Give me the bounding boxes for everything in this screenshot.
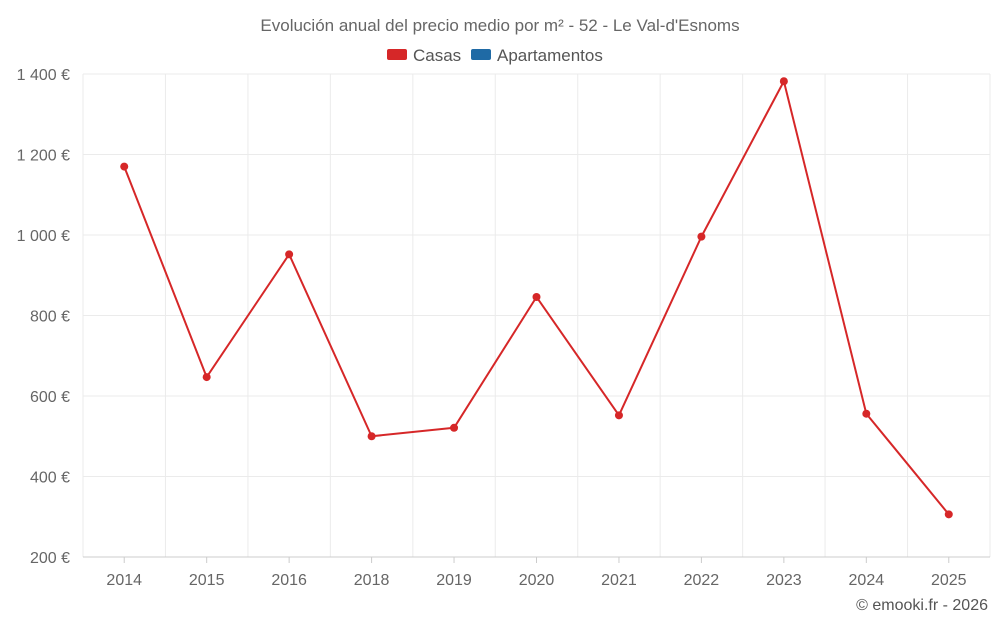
y-axis-ticks: 200 € 400 € 600 € 800 € 1 000 € 1 200 € 1 400 … (17, 67, 70, 567)
legend-swatch-apartamentos[interactable] (471, 49, 491, 60)
y-tick-label: 1 400 € (17, 67, 70, 84)
legend-label-casas[interactable]: Casas (413, 46, 461, 65)
data-point-casas-2024[interactable] (862, 409, 871, 418)
data-point-casas-2014[interactable] (120, 162, 129, 171)
x-tick-label: 2018 (354, 572, 390, 589)
y-gridlines (83, 73, 990, 477)
data-point-casas-2015[interactable] (202, 373, 211, 382)
x-tick-label: 2016 (271, 572, 307, 589)
data-point-casas-2019[interactable] (450, 423, 459, 432)
data-point-casas-2023[interactable] (779, 77, 788, 86)
series-points (120, 77, 953, 519)
x-axis-ticks: 2014 2015 2016 2018 2019 2020 2021 2022 2023 2024… (106, 557, 967, 589)
data-point-casas-2018[interactable] (367, 432, 376, 441)
chart-title: Evolución anual del precio medio por m² … (260, 16, 739, 35)
legend-swatch-casas[interactable] (387, 49, 407, 60)
x-tick-label: 2025 (931, 572, 967, 589)
x-tick-label: 2021 (601, 572, 637, 589)
y-tick-label: 600 € (30, 389, 70, 406)
x-tick-label: 2015 (189, 572, 225, 589)
x-tick-label: 2023 (766, 572, 802, 589)
y-tick-label: 200 € (30, 550, 70, 567)
data-point-casas-2021[interactable] (614, 411, 623, 420)
data-point-casas-2016[interactable] (285, 250, 294, 259)
x-tick-label: 2024 (849, 572, 885, 589)
legend: Casas Apartamentos (387, 46, 603, 65)
data-point-casas-2022[interactable] (697, 232, 706, 241)
x-tick-label: 2022 (684, 572, 720, 589)
y-tick-label: 400 € (30, 470, 70, 487)
y-tick-label: 1 200 € (17, 148, 70, 165)
y-tick-label: 800 € (30, 309, 70, 326)
x-tick-label: 2020 (519, 572, 555, 589)
y-tick-label: 1 000 € (17, 228, 70, 245)
x-tick-label: 2014 (106, 572, 142, 589)
credit-text: © emooki.fr - 2026 (856, 597, 988, 614)
data-point-casas-2020[interactable] (532, 292, 541, 301)
x-tick-label: 2019 (436, 572, 472, 589)
data-point-casas-2025[interactable] (944, 510, 953, 519)
legend-label-apartamentos[interactable]: Apartamentos (497, 46, 603, 65)
